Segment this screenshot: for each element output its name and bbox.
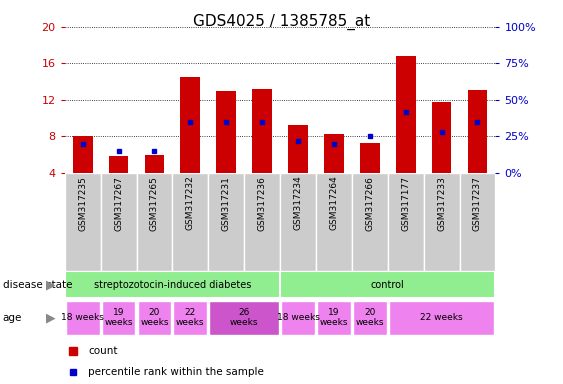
Bar xyxy=(360,143,379,173)
Bar xyxy=(432,102,452,173)
Text: GSM317267: GSM317267 xyxy=(114,176,123,231)
FancyBboxPatch shape xyxy=(137,301,171,334)
FancyBboxPatch shape xyxy=(65,271,280,298)
Text: GSM317233: GSM317233 xyxy=(437,176,446,231)
Bar xyxy=(216,91,236,173)
FancyBboxPatch shape xyxy=(281,301,315,334)
Text: 22 weeks: 22 weeks xyxy=(421,313,463,322)
Bar xyxy=(324,134,344,173)
FancyBboxPatch shape xyxy=(459,173,495,271)
FancyBboxPatch shape xyxy=(66,301,100,334)
Text: control: control xyxy=(371,280,405,290)
Text: 18 weeks: 18 weeks xyxy=(61,313,104,322)
FancyBboxPatch shape xyxy=(317,301,351,334)
Text: GSM317237: GSM317237 xyxy=(473,176,482,231)
Text: GSM317236: GSM317236 xyxy=(258,176,267,231)
Text: 20
weeks: 20 weeks xyxy=(356,308,384,328)
Text: 19
weeks: 19 weeks xyxy=(320,308,348,328)
FancyBboxPatch shape xyxy=(353,301,387,334)
Text: count: count xyxy=(88,346,118,356)
Text: disease state: disease state xyxy=(3,280,72,290)
FancyBboxPatch shape xyxy=(316,173,352,271)
Text: GSM317231: GSM317231 xyxy=(222,176,231,231)
Text: GDS4025 / 1385785_at: GDS4025 / 1385785_at xyxy=(193,13,370,30)
FancyBboxPatch shape xyxy=(102,301,136,334)
FancyBboxPatch shape xyxy=(172,173,208,271)
Text: 26
weeks: 26 weeks xyxy=(230,308,258,328)
Bar xyxy=(181,77,200,173)
Text: GSM317234: GSM317234 xyxy=(293,176,302,230)
Text: 19
weeks: 19 weeks xyxy=(104,308,133,328)
FancyBboxPatch shape xyxy=(101,173,137,271)
Bar xyxy=(73,136,92,173)
FancyBboxPatch shape xyxy=(352,173,388,271)
FancyBboxPatch shape xyxy=(65,173,101,271)
Text: 22
weeks: 22 weeks xyxy=(176,308,204,328)
Text: GSM317266: GSM317266 xyxy=(365,176,374,231)
Bar xyxy=(109,156,128,173)
Text: age: age xyxy=(3,313,22,323)
Bar xyxy=(468,90,488,173)
Text: GSM317232: GSM317232 xyxy=(186,176,195,230)
Text: ▶: ▶ xyxy=(46,278,55,291)
FancyBboxPatch shape xyxy=(424,173,459,271)
Bar xyxy=(396,56,415,173)
FancyBboxPatch shape xyxy=(389,301,494,334)
FancyBboxPatch shape xyxy=(137,173,172,271)
FancyBboxPatch shape xyxy=(280,173,316,271)
FancyBboxPatch shape xyxy=(244,173,280,271)
FancyBboxPatch shape xyxy=(208,173,244,271)
Text: GSM317264: GSM317264 xyxy=(329,176,338,230)
Text: GSM317177: GSM317177 xyxy=(401,176,410,231)
FancyBboxPatch shape xyxy=(388,173,424,271)
Text: 20
weeks: 20 weeks xyxy=(140,308,169,328)
Bar xyxy=(252,89,272,173)
Bar xyxy=(145,154,164,173)
Text: GSM317235: GSM317235 xyxy=(78,176,87,231)
Text: GSM317265: GSM317265 xyxy=(150,176,159,231)
Text: ▶: ▶ xyxy=(46,311,55,324)
Bar xyxy=(288,125,308,173)
Text: streptozotocin-induced diabetes: streptozotocin-induced diabetes xyxy=(93,280,251,290)
Text: 18 weeks: 18 weeks xyxy=(276,313,319,322)
Text: percentile rank within the sample: percentile rank within the sample xyxy=(88,367,264,377)
FancyBboxPatch shape xyxy=(173,301,207,334)
FancyBboxPatch shape xyxy=(280,271,495,298)
FancyBboxPatch shape xyxy=(209,301,279,334)
